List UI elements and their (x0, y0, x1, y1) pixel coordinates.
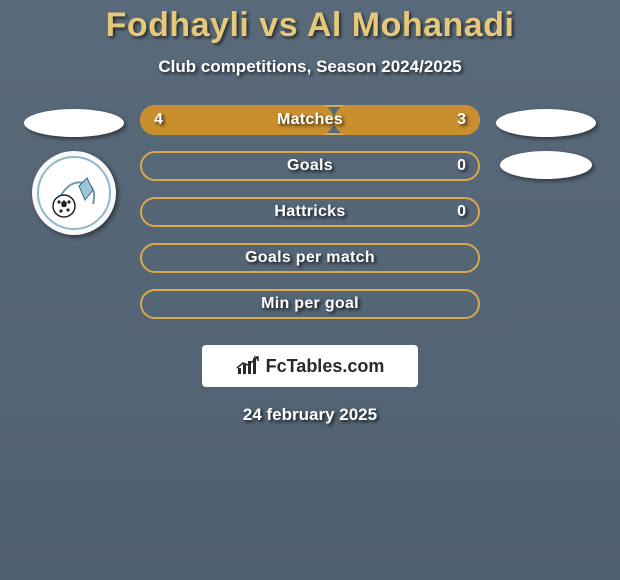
right-column (496, 105, 596, 179)
stat-bar: Matches 4 3 (140, 105, 480, 135)
stat-bar-value-right: 0 (457, 157, 466, 175)
stats-bars: Matches 4 3 Goals 0 Hattricks 0 Goals per match… (140, 105, 480, 319)
stat-bar-value-right: 3 (457, 111, 466, 129)
stat-bar: Hattricks 0 (140, 197, 480, 227)
stat-bar-value-left: 4 (154, 111, 163, 129)
page-title: Fodhayli vs Al Mohanadi (0, 6, 620, 45)
stat-bar-label: Goals per match (245, 249, 375, 267)
left-column (24, 105, 124, 235)
right-secondary-flag-icon (500, 151, 592, 179)
stat-bar-label: Goals (287, 157, 333, 175)
stat-bar-label: Hattricks (274, 203, 345, 221)
brand-label: FcTables.com (266, 356, 385, 377)
stat-bar: Goals per match (140, 243, 480, 273)
stat-bar: Goals 0 (140, 151, 480, 181)
left-country-flag-icon (24, 109, 124, 137)
brand-badge: FcTables.com (202, 345, 418, 387)
stat-bar: Min per goal (140, 289, 480, 319)
stat-bar-value-right: 0 (457, 203, 466, 221)
stat-bar-label: Min per goal (261, 295, 359, 313)
subtitle: Club competitions, Season 2024/2025 (0, 57, 620, 77)
date-label: 24 february 2025 (0, 405, 620, 425)
left-club-logo-icon (32, 151, 116, 235)
brand-chart-icon (236, 356, 260, 376)
stat-bar-label: Matches (277, 111, 343, 129)
right-country-flag-icon (496, 109, 596, 137)
